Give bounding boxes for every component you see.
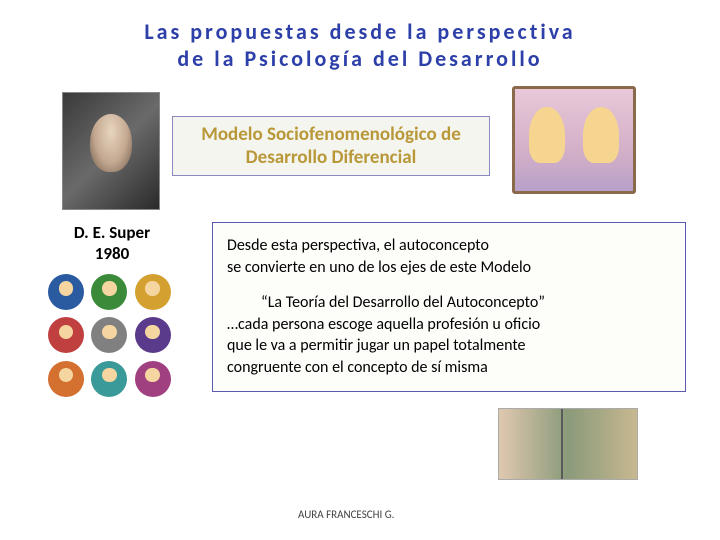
quote-line: “La Teoría del Desarrollo del Autoconcep… — [227, 292, 671, 314]
profession-icon — [48, 274, 84, 310]
author-line1: D. E. Super — [52, 222, 172, 243]
model-line2: Desarrollo Diferencial — [183, 146, 479, 169]
para2-line3: congruente con el concepto de sí misma — [227, 357, 671, 379]
profession-icon — [135, 274, 171, 310]
portrait-image — [62, 92, 160, 210]
profession-icon — [135, 361, 171, 397]
para1-line1: Desde esta perspectiva, el autoconcepto — [227, 235, 671, 257]
body-illustration — [498, 408, 638, 480]
profession-icon — [135, 317, 171, 353]
para2-line2: que le va a permitir jugar un papel tota… — [227, 335, 671, 357]
model-line1: Modelo Sociofenomenológico de — [183, 123, 479, 146]
profession-icon — [48, 317, 84, 353]
model-name-box: Modelo Sociofenomenológico de Desarrollo… — [172, 116, 490, 176]
para1-line2: se convierte en uno de los ejes de este … — [227, 257, 671, 279]
content-box: Desde esta perspectiva, el autoconcepto … — [212, 222, 686, 392]
author-line2: 1980 — [52, 243, 172, 264]
profession-icon-grid — [48, 274, 174, 400]
profession-icon — [91, 274, 127, 310]
title-line2: de la Psicología del Desarrollo — [0, 45, 720, 72]
footer-author: AURA FRANCESCHI G. — [298, 508, 394, 521]
profession-icon — [91, 361, 127, 397]
profession-icon — [91, 317, 127, 353]
mirror-illustration — [512, 86, 636, 194]
title-line1: Las propuestas desde la perspectiva — [0, 18, 720, 45]
slide-title: Las propuestas desde la perspectiva de l… — [0, 0, 720, 72]
profession-icon — [48, 361, 84, 397]
author-caption: D. E. Super 1980 — [52, 222, 172, 264]
para2-line1: …cada persona escoge aquella profesión u… — [227, 314, 671, 336]
